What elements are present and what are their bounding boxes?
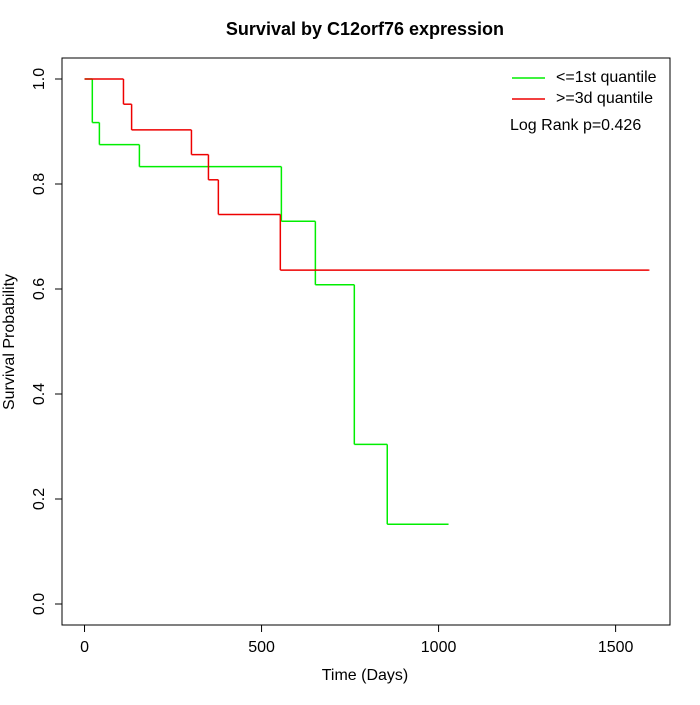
annotation: Log Rank p=0.426 [510, 117, 641, 134]
x-tick-label: 500 [248, 639, 275, 656]
legend-label: <=1st quantile [556, 69, 657, 86]
y-tick-label: 0.2 [31, 488, 48, 510]
y-tick-label: 0.0 [31, 593, 48, 615]
x-tick-label: 0 [80, 639, 89, 656]
y-tick-label: 0.6 [31, 278, 48, 300]
legend-label: >=3d quantile [556, 90, 653, 107]
y-tick-label: 0.4 [31, 383, 48, 405]
y-tick-label: 1.0 [31, 68, 48, 90]
x-axis-title: Time (Days) [322, 667, 409, 684]
plot-frame [61, 57, 671, 626]
x-tick-label: 1500 [598, 639, 634, 656]
x-tick-label: 1000 [421, 639, 457, 656]
y-tick-label: 0.8 [31, 173, 48, 195]
chart-title: Survival by C12orf76 expression [226, 19, 504, 39]
y-axis-title: Survival Probability [1, 274, 18, 410]
